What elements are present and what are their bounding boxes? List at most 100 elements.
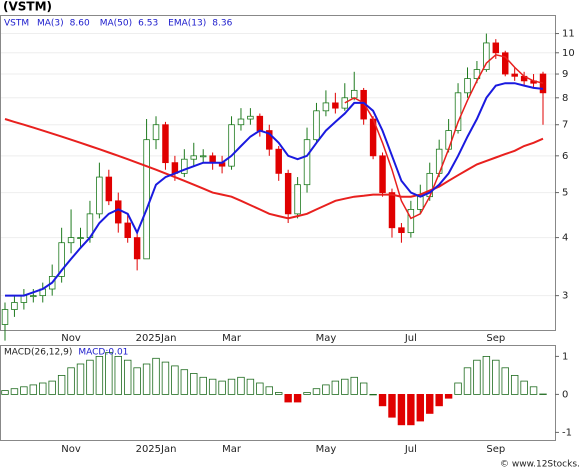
macd-bar [473,359,481,395]
candle-body [67,237,75,244]
candle-body [398,227,405,234]
macd-bar [331,380,340,395]
macd-bar [444,393,453,399]
y-tick-label: 9 [562,69,568,80]
macd-bar [152,357,160,395]
x-tick-label: Sep [486,333,505,344]
price-panel [0,15,556,331]
legend: VSTM MA(3) 8.60 MA(50) 6.53 EMA(13) 8.36 [4,19,233,29]
candle-body [190,155,198,160]
candle-body [341,97,349,109]
legend-name: MA(3) [37,19,64,29]
candle-body [30,295,37,298]
macd-bar [369,393,377,396]
x-tick-label: May [316,333,337,344]
candle-body [96,176,103,215]
candle-body [115,200,122,224]
candle-body [181,158,188,174]
candle-body [143,139,150,260]
x-tick-label: 2025Jan [136,444,177,455]
x-tick-label: Jul [404,444,417,455]
macd-bar [265,386,273,395]
macd-bar [341,378,349,395]
candle-body [237,118,245,126]
candle-body [247,115,254,120]
macd-bar [350,376,358,395]
y-tick-label: 1 [562,351,568,362]
macd-bar [171,365,179,395]
x-tick-label: May [316,444,337,455]
legend-value: 6.53 [138,19,158,29]
candle-body [313,110,320,141]
macd-bar [454,382,462,395]
macd-bar [416,393,425,422]
macd-bar [208,378,217,395]
x-tick-label: Jul [404,333,417,344]
macd-bar [510,374,519,395]
macd-bar [180,369,189,395]
candle-body [162,124,169,164]
macd-bar [246,378,255,395]
macd-bar [57,374,66,395]
candle-body [20,295,28,303]
macd-bar [161,361,170,395]
x-tick-label: Nov [61,444,81,455]
candle-body [266,130,273,150]
macd-bar [86,359,94,395]
macd-bar [48,380,56,395]
candle-body [294,184,301,215]
line-series [4,118,544,220]
candle-body [256,115,264,131]
macd-bar [426,393,434,414]
macd-bar [105,352,113,395]
candle-body [407,209,415,234]
macd-bar [1,390,9,395]
candle-body [464,78,471,94]
legend-name: EMA(13) [168,19,206,29]
macd-bar [312,388,321,395]
candle-body [228,124,235,167]
macd-bar [520,380,528,395]
y-tick-label: 8 [562,93,568,104]
macd-bar [397,393,406,426]
macd-bar [114,355,122,395]
x-tick-label: Sep [486,444,505,455]
candle-body [388,192,396,229]
macd-bar [190,373,198,395]
macd-bar [501,367,509,395]
y-tick-label: -1 [562,427,572,438]
candle-body [284,172,292,215]
macd-bar [463,367,472,395]
y-tick-label: 11 [562,29,575,40]
candle-body [58,242,65,277]
macd-bar [407,393,415,426]
x-tick-label: Nov [61,333,81,344]
macd-bar [67,367,75,395]
candle-body [209,155,216,164]
macd-panel [0,345,556,441]
macd-bar [133,367,141,395]
chart-title: (VSTM) [3,0,52,14]
y-tick-label: 3 [562,291,568,302]
x-tick-label: 2025Jan [136,333,177,344]
macd-bar [227,378,236,395]
candle-body [275,148,282,174]
candle-body [492,42,500,54]
candle-body [332,102,339,109]
macd-bar [388,393,396,418]
macd-bar [359,382,368,395]
legend-name: MA(50) [100,19,132,29]
candle-body [379,155,386,193]
macd-bar [142,363,151,395]
macd-bar [29,384,38,395]
candle-body [322,102,330,112]
line-series [344,53,544,220]
x-tick-label: Mar [222,333,242,344]
y-tick-label: 10 [562,48,575,59]
candle-body [1,309,9,325]
macd-bar [256,382,264,395]
candle-body [445,130,452,150]
macd-bar [237,376,245,395]
y-tick-label: 0 [562,389,568,400]
